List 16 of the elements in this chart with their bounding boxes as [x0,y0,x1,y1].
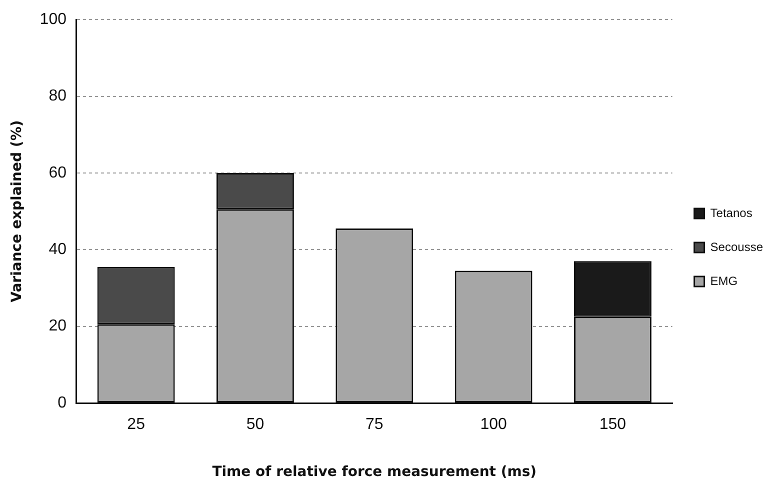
x-tick-label: 100 [480,416,508,434]
y-tick-label: 100 [40,11,67,28]
y-tick-label: 0 [58,394,67,412]
x-tick-label: 75 [366,416,384,434]
x-axis-title: Time of relative force measurement (ms) [212,464,537,480]
y-tick-label: 40 [48,241,67,258]
y-tick-label: 20 [48,318,67,335]
y-tick-label: 80 [48,88,67,105]
legend-label: Secousse [710,240,764,254]
y-axis-title: Variance explained (%) [9,120,26,302]
x-tick-label: 25 [127,416,146,434]
x-tick-label: 50 [246,416,264,434]
legend-label: Tetanos [710,206,752,220]
y-tick-label: 60 [48,164,67,182]
legend-label: EMG [710,274,738,288]
x-tick-label: 150 [599,416,626,434]
